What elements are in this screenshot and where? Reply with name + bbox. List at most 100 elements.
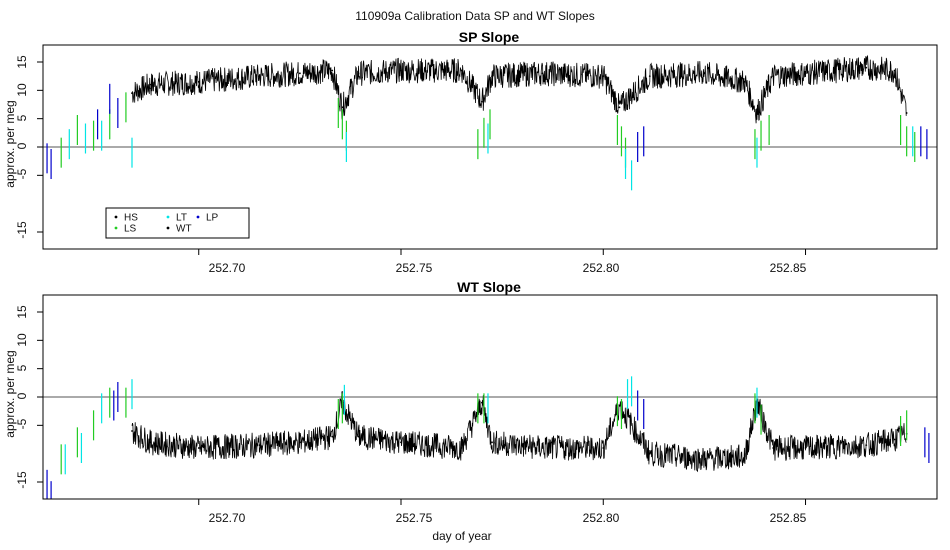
wt-y-tick-label: -15 [15,471,29,489]
sp-y-tick-label: 5 [15,114,29,121]
wt-y-tick-label: 10 [15,333,29,347]
wt-point-wt [131,430,133,432]
sp-point-wt [341,106,344,109]
wt-x-tick-label: 252.85 [770,511,807,525]
sp-point-wt [865,66,868,69]
wt-point-wt [893,438,896,441]
wt-point-wt [149,441,152,444]
sp-point-wt [602,75,605,78]
sp-legend-label-hs: HS [124,213,138,224]
wt-slope-title: WT Slope [457,279,521,295]
sp-point-wt [743,80,746,83]
sp-point-wt [197,80,200,83]
sp-series-lt [68,120,914,191]
sp-x-tick-label: 252.85 [770,261,807,275]
wt-point-wt [481,401,483,404]
wt-point-wt [618,404,621,407]
sp-series-ls [60,92,916,168]
sp-y-tick-labels: -15 -5 0 5 10 15 [15,55,29,239]
sp-point-wt [804,72,807,75]
wt-point-wt [743,455,746,458]
sp-legend: HS LT LP LS WT [105,207,250,239]
wt-point-wt [541,447,544,449]
wt-x-axis-label: day of year [432,529,491,543]
wt-series-lt [64,376,758,475]
sp-point-wt [481,100,483,103]
sp-point-wt [258,75,261,78]
sp-x-tick-label: 252.75 [396,261,433,275]
wt-trace-wt [131,390,907,473]
sp-point-wt [893,69,896,72]
sp-slope-panel: SP Slope approx. per meg 252.70 252.75 2… [3,29,938,275]
sp-point-wt [357,72,360,75]
wt-x-tick-label: 252.75 [396,511,433,525]
wt-point-wt [331,435,334,438]
sp-point-wt [648,75,651,78]
wt-plot-marks [37,294,938,505]
sp-legend-marker-wt [166,226,170,230]
sp-plot-marks [37,44,938,255]
wt-y-tick-label: -5 [15,418,29,429]
sp-point-wt [331,69,334,72]
sp-trace-wt [131,54,907,124]
wt-series-lp [46,382,930,499]
sp-x-tick-labels: 252.70 252.75 252.80 252.85 [209,261,807,275]
wt-x-tick-label: 252.80 [583,511,620,525]
sp-legend-label-lp: LP [206,213,219,224]
wt-point-wt [602,447,605,449]
wt-point-wt [491,441,493,444]
sp-y-tick-label: 0 [15,142,29,149]
wt-y-tick-label: 15 [15,305,29,319]
wt-y-tick-labels: -15 -5 0 5 10 15 [15,305,29,489]
sp-point-wt [460,69,463,72]
sp-point-wt [772,75,775,78]
sp-legend-label-lt: LT [176,213,187,224]
wt-point-wt [197,447,200,449]
wt-point-wt [357,435,360,438]
wt-series-area [46,376,930,499]
wt-point-wt [703,458,706,461]
sp-point-wt [149,83,152,86]
sp-series-area [46,54,928,191]
sp-point-wt [618,106,621,109]
sp-point-wt [541,72,544,75]
sp-point-wt [400,69,402,72]
sp-y-tick-label: 10 [15,83,29,97]
wt-series-ls [60,387,908,475]
sp-y-axis-label: approx. per meg [3,100,17,187]
wt-y-tick-label: 5 [15,364,29,371]
sp-series-wt [131,54,908,124]
sp-legend-label-wt: WT [176,224,192,235]
wt-x-tick-labels: 252.70 252.75 252.80 252.85 [209,511,807,525]
sp-y-tick-label: -5 [15,168,29,179]
sp-point-wt [131,92,133,95]
sp-point-wt [703,72,706,75]
sp-point-wt [298,72,301,75]
sp-y-tick-label: -15 [15,221,29,239]
sp-legend-box [105,207,250,239]
wt-point-wt [772,447,775,449]
wt-x-tick-label: 252.70 [209,511,246,525]
wt-point-wt [258,444,261,447]
sp-legend-marker-hs [114,215,118,219]
sp-legend-marker-ls [114,226,118,230]
sp-legend-marker-lp [196,215,200,219]
sp-x-tick-label: 252.80 [583,261,620,275]
sp-slope-title: SP Slope [459,29,520,45]
wt-series-wt [131,390,908,473]
sp-point-wt [491,75,493,78]
sp-point-wt [756,112,758,114]
sp-legend-marker-lt [166,215,170,219]
wt-slope-panel: WT Slope approx. per meg day of year 252… [3,279,938,543]
figure-title: 110909a Calibration Data SP and WT Slope… [355,9,594,23]
wt-point-wt [648,452,651,455]
wt-point-wt [804,447,807,449]
sp-y-tick-label: 15 [15,55,29,69]
sp-legend-label-ls: LS [124,224,137,235]
sp-x-tick-label: 252.70 [209,261,246,275]
wt-point-wt [298,441,301,444]
wt-point-wt [865,444,868,447]
wt-y-axis-label: approx. per meg [3,350,17,437]
sp-series-lp [46,83,928,179]
